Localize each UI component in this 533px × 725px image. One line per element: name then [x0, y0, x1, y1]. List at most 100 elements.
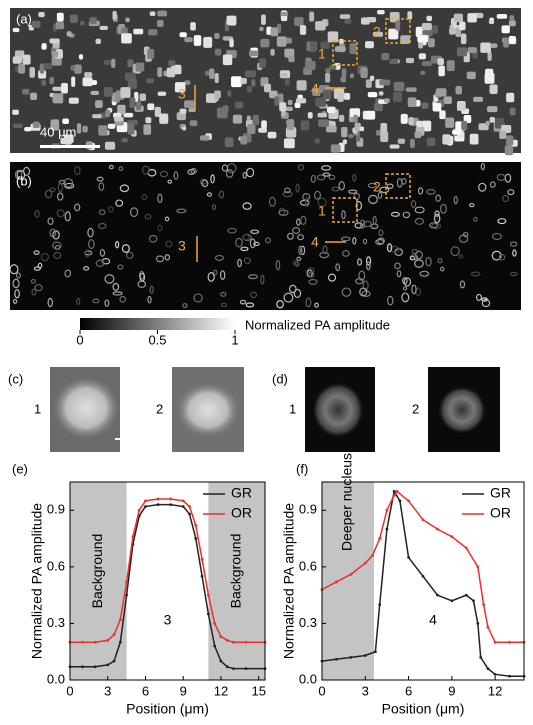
- cell-spot: [402, 211, 411, 219]
- cell-spot: [240, 136, 248, 145]
- cell-spot: [394, 262, 401, 270]
- cell-spot: [107, 123, 116, 129]
- cell-spot: [164, 216, 170, 222]
- cell-spot: [335, 263, 341, 272]
- cell-spot: [32, 121, 40, 129]
- point: [244, 640, 248, 644]
- cell-spot: [117, 264, 124, 270]
- point: [349, 573, 353, 576]
- shade-label: Deeper nucleus: [339, 453, 355, 551]
- cell-spot: [39, 63, 45, 74]
- marker: 1: [318, 203, 326, 219]
- cell-spot: [92, 298, 100, 304]
- cell-spot: [190, 22, 196, 31]
- cell-spot: [115, 240, 120, 249]
- colorbar-tick-label: 0: [76, 332, 83, 347]
- cell-spot: [337, 93, 344, 102]
- cell-spot: [214, 90, 221, 99]
- panel-label: (c): [8, 371, 23, 386]
- cell-spot: [469, 202, 475, 208]
- cell-spot: [501, 25, 510, 34]
- cell-spot: [503, 37, 509, 48]
- cell: [176, 382, 240, 438]
- cell-spot: [365, 79, 372, 88]
- cell-spot: [123, 112, 134, 118]
- shade-label: Background: [89, 534, 105, 609]
- marker: 2: [373, 179, 381, 195]
- cell-spot: [214, 48, 222, 56]
- point: [194, 523, 198, 527]
- cell-spot: [449, 24, 454, 35]
- cell-spot: [392, 91, 403, 103]
- panel-label: (e): [12, 461, 28, 476]
- colorbar-tick-label: 0.5: [148, 332, 166, 347]
- point: [493, 640, 497, 644]
- cell-spot: [433, 213, 441, 224]
- cell-spot: [415, 250, 424, 260]
- cell-spot: [432, 103, 442, 112]
- cell-spot: [393, 81, 405, 92]
- point: [373, 650, 377, 654]
- cell-spot: [435, 88, 447, 97]
- cell-spot: [52, 93, 64, 104]
- cell-spot: [282, 190, 293, 198]
- point: [508, 674, 511, 678]
- cell-spot: [240, 246, 249, 252]
- cell-spot: [294, 102, 301, 108]
- point: [378, 537, 382, 540]
- point: [213, 644, 217, 648]
- cell-spot: [497, 218, 507, 225]
- cell-spot: [297, 234, 304, 241]
- cell-spot: [157, 67, 163, 77]
- cell-spot: [92, 114, 102, 119]
- cell-spot: [322, 172, 331, 177]
- point: [436, 527, 439, 531]
- cell-spot: [164, 254, 171, 261]
- cell-spot: [344, 19, 352, 24]
- legend-label: OR: [490, 505, 511, 521]
- cell-spot: [90, 90, 100, 95]
- cell-spot: [82, 77, 93, 87]
- cell-spot: [299, 25, 307, 35]
- cell-spot: [95, 259, 105, 268]
- point: [232, 667, 235, 671]
- point: [392, 490, 396, 493]
- point: [472, 599, 475, 603]
- cell-spot: [274, 96, 280, 106]
- cell-spot: [70, 64, 75, 71]
- cell-spot: [227, 227, 237, 234]
- y-tick-label: 0.3: [299, 615, 317, 630]
- cell-spot: [260, 274, 265, 285]
- cell-spot: [367, 182, 378, 189]
- cell-spot: [365, 256, 372, 266]
- point: [106, 663, 110, 667]
- image-label: 2: [412, 401, 419, 416]
- cell-spot: [504, 145, 514, 156]
- cell-spot: [245, 302, 255, 308]
- point: [206, 593, 210, 597]
- x-axis-title: Position (μm): [382, 701, 465, 717]
- point: [93, 640, 97, 644]
- cell-spot: [304, 197, 310, 208]
- panel-label: (b): [16, 173, 32, 188]
- cell-spot: [499, 130, 507, 140]
- point: [407, 556, 410, 559]
- cell-spot: [357, 258, 363, 266]
- cell-spot: [14, 50, 25, 59]
- cell-spot: [315, 21, 326, 31]
- cell-spot: [510, 271, 518, 277]
- cell-spot: [319, 251, 330, 259]
- cell-spot: [353, 114, 358, 123]
- cell-spot: [112, 291, 123, 296]
- cell-spot: [467, 13, 477, 23]
- cell-spot: [291, 227, 301, 234]
- cell-spot: [315, 97, 326, 107]
- panel-d: (d) 1 2: [272, 367, 500, 452]
- point: [349, 655, 353, 659]
- point: [81, 640, 84, 644]
- cell-spot: [84, 250, 90, 258]
- cell-spot: [437, 258, 443, 264]
- point: [482, 603, 485, 606]
- x-tick-label: 3: [104, 683, 111, 698]
